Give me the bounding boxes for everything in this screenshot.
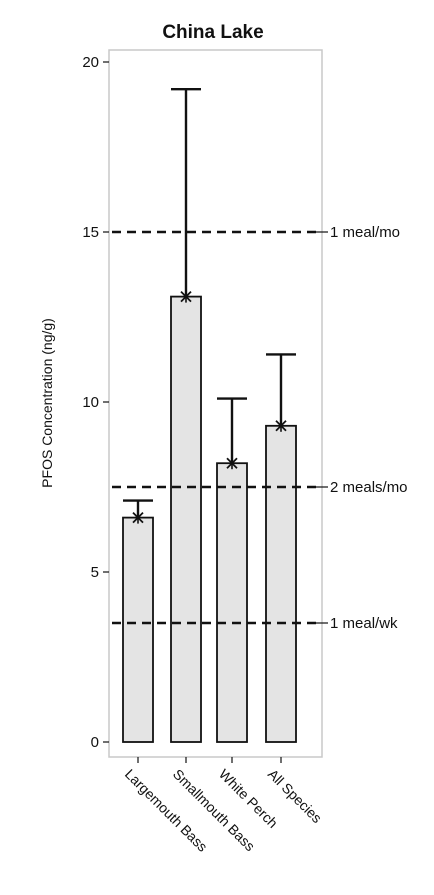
reference-label: 1 meal/mo — [330, 224, 400, 241]
y-tick-label: 5 — [91, 564, 99, 581]
bar — [265, 424, 297, 743]
y-tick-label: 0 — [91, 734, 99, 751]
reference-label: 2 meals/mo — [330, 479, 408, 496]
mean-marker — [226, 457, 238, 470]
reference-label: 1 meal/wk — [330, 615, 398, 632]
x-tick-label: Largemouth Bass — [122, 766, 211, 855]
bar — [122, 516, 154, 743]
y-axis: 0 5 10 15 20 — [82, 54, 109, 751]
bar — [170, 295, 202, 743]
mean-marker — [275, 419, 287, 432]
error-bars — [123, 87, 296, 524]
chart-title: China Lake — [162, 22, 263, 43]
plot-frame — [108, 49, 323, 758]
y-tick-label: 15 — [82, 224, 99, 241]
y-tick-label: 10 — [82, 394, 99, 411]
mean-marker — [180, 290, 192, 303]
bars — [122, 295, 297, 743]
reference-lines: 1 meal/mo 2 meals/mo 1 meal/wk — [112, 224, 408, 632]
plot-border — [108, 49, 323, 758]
bar — [216, 462, 248, 743]
y-tick-label: 20 — [82, 54, 99, 71]
y-axis-label: PFOS Concentration (ng/g) — [39, 318, 55, 488]
x-tick-label: Smallmouth Bass — [170, 766, 258, 854]
mean-marker — [132, 511, 144, 524]
